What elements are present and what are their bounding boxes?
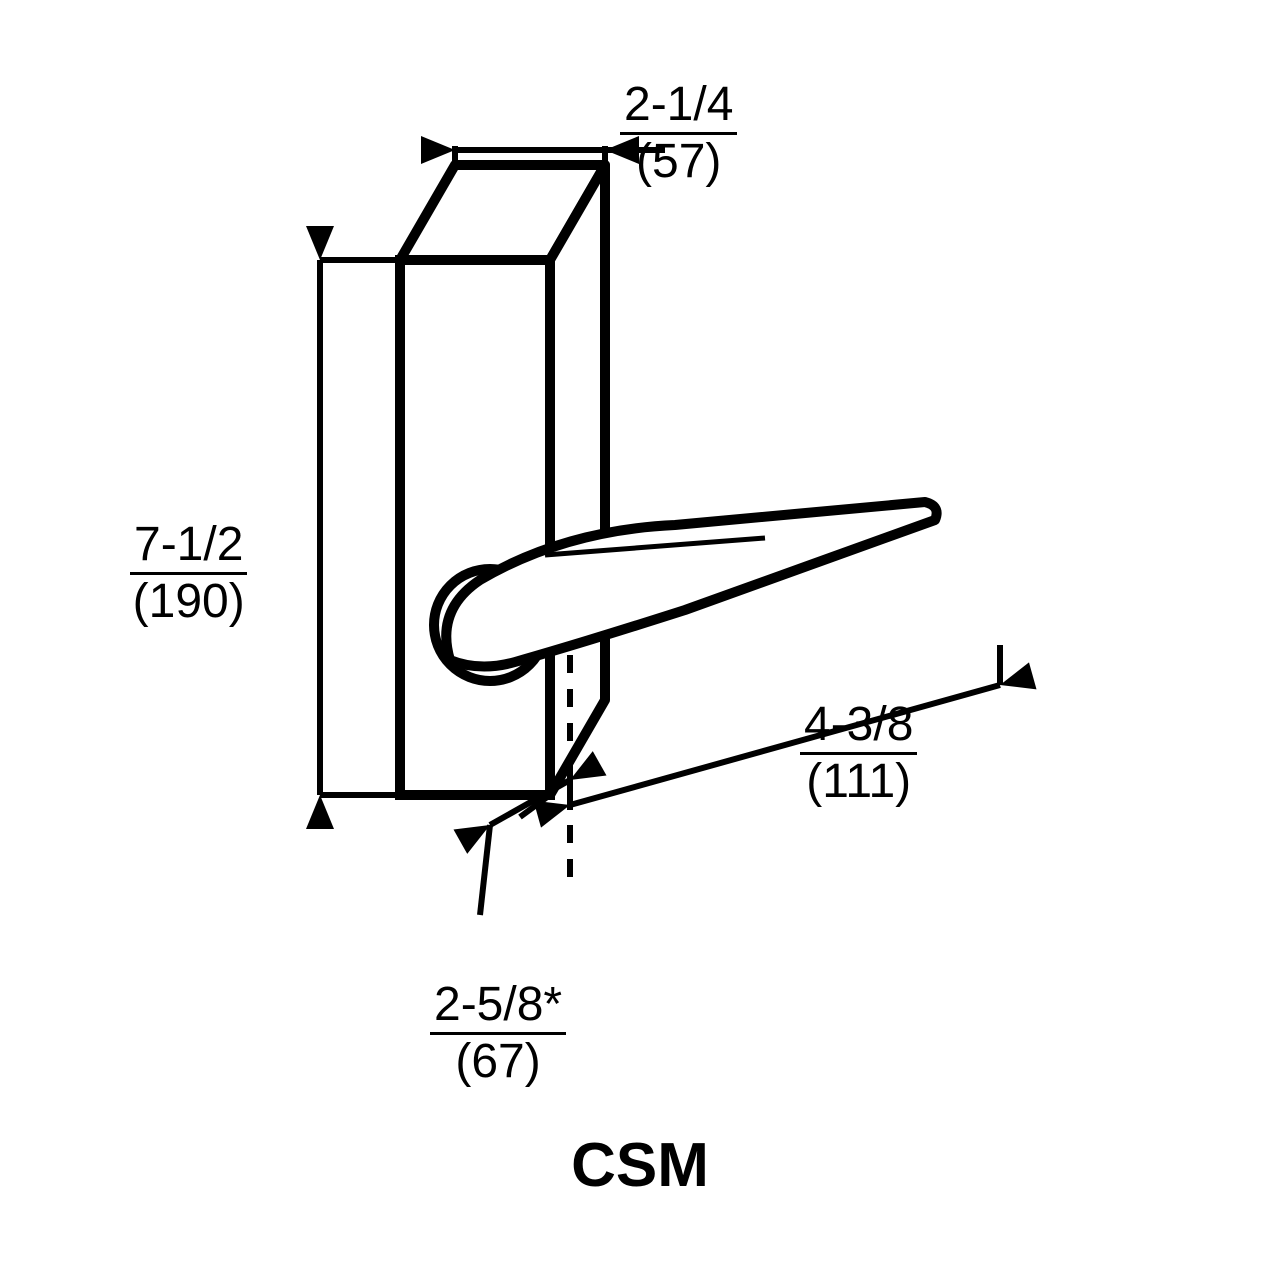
dim-height-metric: (190) <box>130 575 247 627</box>
dim-offset-imperial: 2-5/8* <box>430 980 566 1035</box>
dim-width-imperial: 2-1/4 <box>620 80 737 135</box>
dim-offset-label: 2-5/8* (67) <box>430 980 566 1088</box>
dim-lever-label: 4-3/8 (111) <box>800 700 917 808</box>
dim-height-label: 7-1/2 (190) <box>130 520 247 628</box>
diagram-title: CSM <box>0 1130 1280 1201</box>
dim-offset-metric: (67) <box>430 1035 566 1087</box>
drawing-svg <box>0 0 1280 1280</box>
diagram-stage: 2-1/4 (57) 7-1/2 (190) 4-3/8 (111) 2-5/8… <box>0 0 1280 1280</box>
dim-width-metric: (57) <box>620 135 737 187</box>
dim-height-imperial: 7-1/2 <box>130 520 247 575</box>
dim-width-label: 2-1/4 (57) <box>620 80 737 188</box>
dim-lever-metric: (111) <box>800 755 917 807</box>
dim-lever-imperial: 4-3/8 <box>800 700 917 755</box>
